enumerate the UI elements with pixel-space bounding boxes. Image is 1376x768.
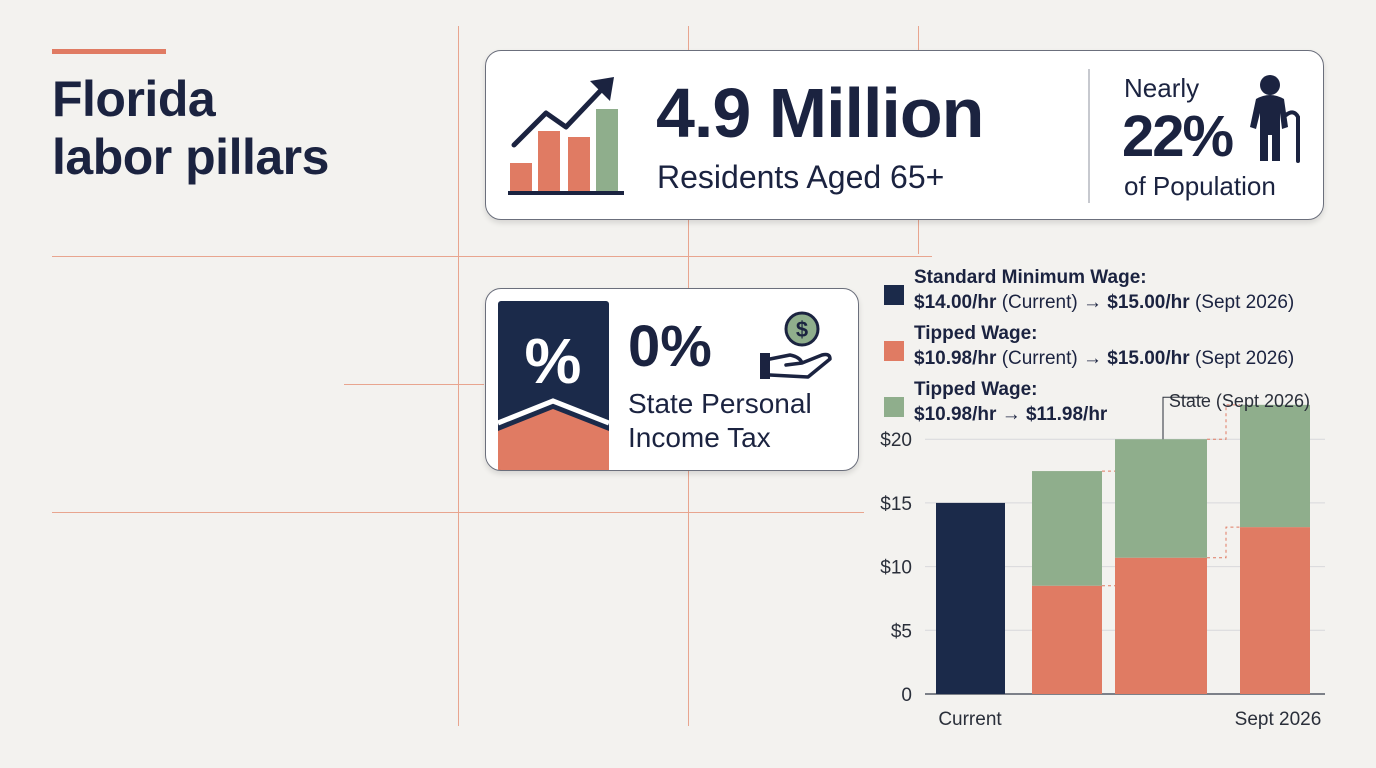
title-accent-bar — [52, 49, 166, 54]
dollar-glyph: $ — [796, 317, 808, 342]
y-tick-label: $20 — [880, 430, 912, 451]
bar-segment — [936, 502, 1005, 694]
y-tick-label: 0 — [901, 685, 912, 706]
legend-title: Standard Minimum Wage: — [914, 267, 1147, 288]
grid-line-h1 — [52, 256, 932, 257]
grid-line-v1 — [458, 26, 459, 726]
legend-from: $10.98/hr — [914, 348, 997, 369]
legend-title: Tipped Wage: — [914, 323, 1038, 344]
wage-chart: 0 $5 $10 $15 $20 State (Sept 2026) Current Sept… — [880, 391, 1325, 730]
title-line-2: labor pillars — [52, 129, 329, 185]
legend-from-note: (Current) — [1001, 348, 1078, 369]
legend-arrow: → — [1082, 348, 1102, 369]
legend-to: $15.00/hr — [1107, 292, 1190, 313]
percent-badge-icon: % — [498, 301, 609, 470]
legend-to-note: (Sept 2026) — [1194, 292, 1295, 313]
legend-from: $14.00/hr — [914, 292, 997, 313]
bar-segment — [1240, 527, 1310, 694]
senior-population-value: 4.9 Million — [656, 74, 984, 152]
population-share-label: of Population — [1124, 171, 1276, 201]
x-tick-label: Sept 2026 — [1235, 709, 1322, 730]
card-divider — [1088, 69, 1090, 203]
legend-to-note: (Sept 2026) — [1194, 348, 1295, 369]
legend-from-note: (Current) — [1001, 292, 1078, 313]
legend-swatch-navy — [884, 285, 904, 305]
legend-arrow: → — [1001, 404, 1021, 425]
legend-detail: $10.98/hr (Current) → $15.00/hr (Sept 20… — [914, 348, 1294, 370]
page-title: Florida labor pillars — [52, 70, 329, 186]
badge-percent-glyph: % — [525, 325, 582, 397]
legend-title: Tipped Wage: — [914, 379, 1038, 400]
population-share-value: 22% — [1122, 104, 1234, 169]
legend-detail: $10.98/hr → $11.98/hr — [914, 404, 1107, 426]
legend-swatch-sage — [884, 397, 904, 417]
bar-chart-trend-icon — [508, 77, 624, 195]
grid-line-h3 — [344, 384, 484, 385]
population-card: 4.9 Million Residents Aged 65+ Nearly 22… — [485, 50, 1324, 220]
connector-step — [1207, 404, 1240, 440]
legend-arrow: → — [1082, 292, 1102, 313]
income-tax-label: State Personal Income Tax — [628, 387, 812, 455]
income-tax-card: % 0% State Personal Income Tax $ — [485, 288, 859, 471]
y-tick-label: $15 — [880, 494, 912, 515]
title-line-1: Florida — [52, 71, 216, 127]
legend-from: $10.98/hr — [914, 404, 997, 425]
share-prefix: Nearly — [1124, 73, 1200, 103]
annotation-label: State (Sept 2026) — [1169, 391, 1310, 411]
y-tick-label: $10 — [880, 558, 912, 579]
bar-segment — [1115, 439, 1207, 558]
legend-to: $15.00/hr — [1107, 348, 1190, 369]
grid-line-h2 — [52, 512, 864, 513]
legend-detail: $14.00/hr (Current) → $15.00/hr (Sept 20… — [914, 292, 1294, 314]
bar-segment — [1032, 471, 1102, 586]
x-tick-label: Current — [938, 709, 1002, 730]
income-tax-label-line-2: Income Tax — [628, 422, 771, 453]
elderly-person-icon — [1250, 75, 1300, 163]
bar-segment — [1240, 404, 1310, 528]
y-tick-label: $5 — [891, 621, 912, 642]
bar-segment — [1115, 557, 1207, 694]
income-tax-value: 0% — [628, 314, 712, 379]
connector-step — [1207, 526, 1240, 559]
annotation-leader — [1162, 396, 1203, 440]
bar-segment — [1032, 585, 1102, 694]
senior-population-label: Residents Aged 65+ — [657, 159, 945, 195]
legend-swatch-coral — [884, 341, 904, 361]
legend-to: $11.98/hr — [1025, 404, 1108, 425]
income-tax-label-line-1: State Personal — [628, 388, 812, 419]
hand-holding-dollar-icon: $ — [760, 311, 832, 379]
